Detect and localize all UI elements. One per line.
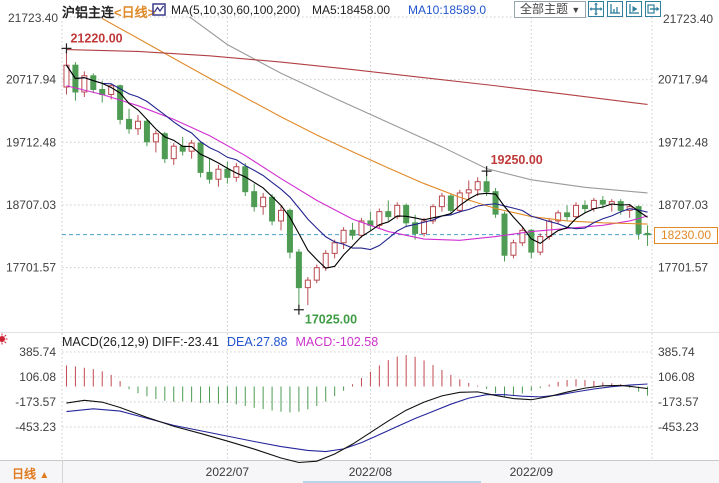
price-axis-top-left-label: 21723.40	[8, 11, 59, 25]
svg-text:106.08: 106.08	[658, 370, 695, 384]
chart-header: 21723.40 沪铝主连<日线> MA(5,10,30,60,100,200)…	[0, 0, 719, 26]
time-axis-bar: 日线 ▲ 2022/07 2022/08 2022/09	[0, 460, 719, 483]
ma-lines-layer	[66, 17, 648, 269]
axis-divider	[62, 461, 63, 483]
last-price-badge: 18230.00	[654, 226, 718, 244]
svg-text:106.08: 106.08	[19, 370, 56, 384]
date-label: 2022/08	[348, 465, 393, 479]
dea-value-label: DEA:27.88	[227, 335, 288, 349]
svg-text:20717.94: 20717.94	[6, 73, 56, 87]
svg-text:19712.48: 19712.48	[658, 135, 708, 149]
svg-text:18707.03: 18707.03	[658, 198, 708, 212]
macd-layer	[65, 355, 649, 464]
svg-text:19712.48: 19712.48	[6, 135, 56, 149]
date-label: 2022/07	[205, 465, 250, 479]
triangle-up-icon: ▲	[39, 470, 50, 481]
date-label: 2022/09	[509, 465, 554, 479]
export-icon[interactable]	[645, 1, 661, 17]
period-tag: <日线>	[114, 5, 156, 20]
chevron-down-icon: ▼	[571, 5, 581, 15]
ma10-value-label: MA10:18589.0	[408, 3, 487, 17]
symbol-name: 沪铝主连	[62, 5, 115, 20]
symbol-title: 沪铝主连<日线>	[62, 2, 155, 21]
svg-text:17701.57: 17701.57	[6, 261, 56, 275]
pan-icon[interactable]	[588, 1, 604, 17]
ma5-value-label: MA5:18458.00	[312, 3, 391, 17]
svg-text:20717.94: 20717.94	[658, 73, 708, 87]
theme-select-label: 全部主题	[520, 2, 569, 16]
axis-forward-icon[interactable]	[626, 1, 642, 17]
price-axis-top-right-label: 21723.40	[663, 12, 714, 26]
svg-text:-453.23: -453.23	[658, 420, 699, 434]
scrollbar-thumb[interactable]	[303, 481, 481, 483]
axis-zoom-icon[interactable]	[607, 1, 623, 17]
svg-text:385.74: 385.74	[19, 345, 56, 359]
settings-icon[interactable]	[0, 333, 8, 348]
high2-annotation: 19250.00	[491, 153, 543, 167]
period-selector-label: 日线	[12, 467, 37, 481]
svg-text:17701.57: 17701.57	[658, 261, 708, 275]
high-annotation: 21220.00	[70, 31, 122, 45]
ma-params-label: MA(5,10,30,60,100,200)	[171, 3, 301, 17]
svg-text:-453.23: -453.23	[15, 420, 56, 434]
macd-value-label: MACD:-102.58	[295, 335, 378, 349]
low-annotation: 17025.00	[305, 313, 357, 327]
macd-params-label: MACD(26,12,9) DIFF:-23.41	[62, 335, 219, 349]
theme-select-button[interactable]: 全部主题 ▼	[514, 1, 587, 18]
svg-text:-173.57: -173.57	[658, 395, 699, 409]
period-selector[interactable]: 日线 ▲	[12, 465, 49, 482]
svg-text:385.74: 385.74	[658, 345, 695, 359]
svg-text:18707.03: 18707.03	[6, 198, 56, 212]
svg-text:-173.57: -173.57	[15, 395, 56, 409]
chart-icon	[152, 3, 166, 19]
candles-layer	[63, 48, 651, 310]
